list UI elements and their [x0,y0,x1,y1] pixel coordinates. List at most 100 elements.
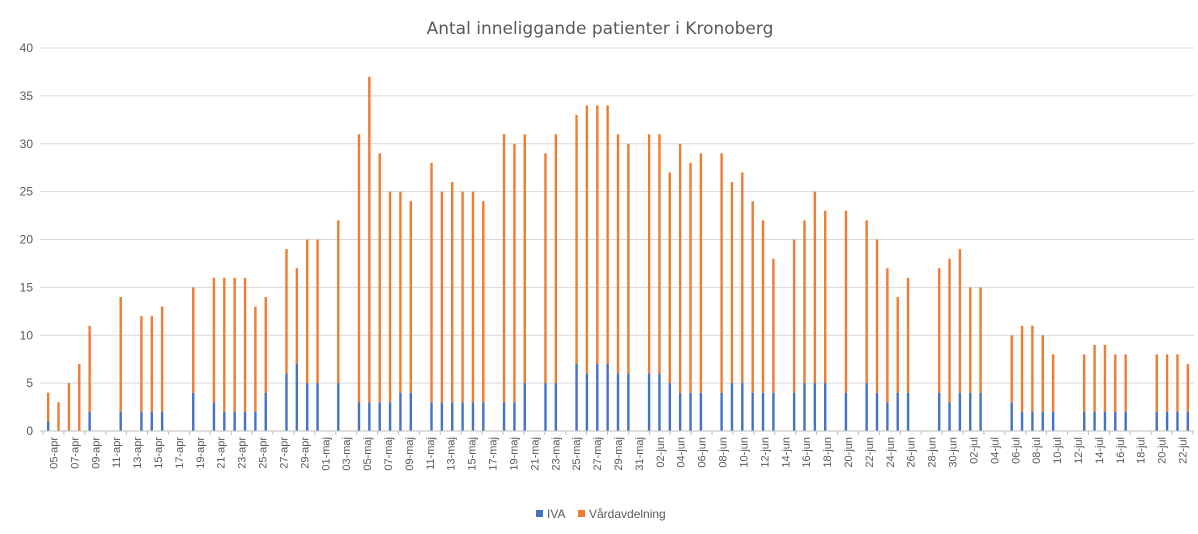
bar-vardavdelning [67,383,71,432]
bar-iva [1155,411,1158,431]
bar-vardavdelning [803,220,806,384]
x-tick-label: 31-maj [634,437,646,471]
bar-vardavdelning [57,402,60,431]
bar-vardavdelning [596,105,599,364]
x-tick-label: 23-apr [237,437,249,469]
bar-vardavdelning [1165,354,1169,412]
bar-iva [616,373,620,431]
x-tick-label: 21-maj [529,437,541,471]
x-tick-label: 09-maj [404,437,416,471]
bar-iva [875,392,879,431]
bar-iva [741,383,744,432]
legend: IVA Vårdavdelning [536,507,666,521]
bar-iva [409,392,412,431]
bar-iva [254,411,257,431]
bar-iva [471,402,475,431]
bar-vardavdelning [150,316,153,412]
x-tick-label: 14-jul [1094,437,1106,464]
x-tick-label: 02-jul [968,437,980,464]
bar-iva [1103,411,1107,431]
y-tick-label: 20 [20,233,34,247]
x-tick-label: 20-jun [843,437,855,468]
bar-vardavdelning [1083,354,1086,412]
bar-vardavdelning [730,182,734,384]
bar-vardavdelning [140,316,143,412]
x-tick-label: 25-maj [571,437,583,471]
bar-iva [461,402,464,431]
bar-iva [399,392,402,431]
bar-iva [160,411,164,431]
bar-iva [337,383,340,432]
bar-iva [243,411,247,431]
bar-iva [357,402,361,431]
x-tick-label: 23-maj [550,437,562,471]
bar-vardavdelning [627,143,630,374]
bar-iva [140,411,143,431]
x-tick-label: 16-jul [1115,437,1127,464]
bar-vardavdelning [295,268,299,364]
bar-iva [689,392,692,431]
bar-iva [192,392,195,431]
x-tick-label: 10-jul [1052,437,1064,464]
x-tick-label: 19-apr [195,437,207,469]
bar-iva [1186,411,1190,431]
bar-vardavdelning [678,143,682,393]
x-tick-label: 05-apr [48,437,60,469]
bar-iva [46,421,50,431]
bar-iva [233,411,236,431]
bar-vardavdelning [192,287,195,393]
bar-vardavdelning [1041,335,1044,412]
bar-iva [647,373,651,431]
bar-vardavdelning [875,239,879,393]
x-tick-label: 24-jun [885,437,897,468]
bar-vardavdelning [212,277,216,403]
bar-iva [792,392,796,431]
x-tick-label: 30-jun [948,437,960,468]
bar-iva [305,383,309,432]
bar-iva [658,373,661,431]
x-tick-label: 12-jul [1073,437,1085,464]
bar-iva [388,402,392,431]
bar-vardavdelning [502,134,506,403]
bar-vardavdelning [119,296,122,412]
bar-vardavdelning [948,258,951,403]
bar-vardavdelning [824,210,827,384]
bar-iva [295,363,299,431]
bar-vardavdelning [357,134,361,403]
x-tick-label: 29-apr [299,437,311,469]
bar-iva [824,383,827,432]
bar-iva [772,392,775,431]
bar-iva [264,392,267,431]
bar-vardavdelning [658,134,661,374]
bar-vardavdelning [647,134,651,374]
x-tick-label: 13-maj [446,437,458,471]
x-tick-label: 11-maj [425,437,437,470]
bar-iva [1083,411,1086,431]
bar-iva [730,383,734,432]
bar-vardavdelning [378,153,381,403]
bar-vardavdelning [243,277,247,412]
bar-vardavdelning [751,201,754,393]
x-axis: 05-apr 07-apr 09-apr 11-apr 13-apr 15-apr 17-a… [40,430,1194,471]
bar-vardavdelning [430,162,433,403]
bar-iva [150,411,153,431]
bar-iva [585,373,589,431]
bar-iva [523,383,526,432]
bar-vardavdelning [772,258,775,393]
bar-iva [906,392,910,431]
x-tick-label: 13-apr [132,437,144,469]
bar-vardavdelning [1124,354,1127,412]
bar-vardavdelning [1103,344,1107,412]
legend-swatch-iva [536,510,543,517]
bar-iva [502,402,506,431]
x-tick-label: 29-maj [613,437,625,471]
bar-vardavdelning [575,115,578,364]
bar-iva [606,363,609,431]
bar-iva [1176,411,1179,431]
bar-vardavdelning [88,325,91,412]
bar-vardavdelning [78,363,81,431]
bar-iva [979,392,982,431]
bar-iva [596,363,599,431]
